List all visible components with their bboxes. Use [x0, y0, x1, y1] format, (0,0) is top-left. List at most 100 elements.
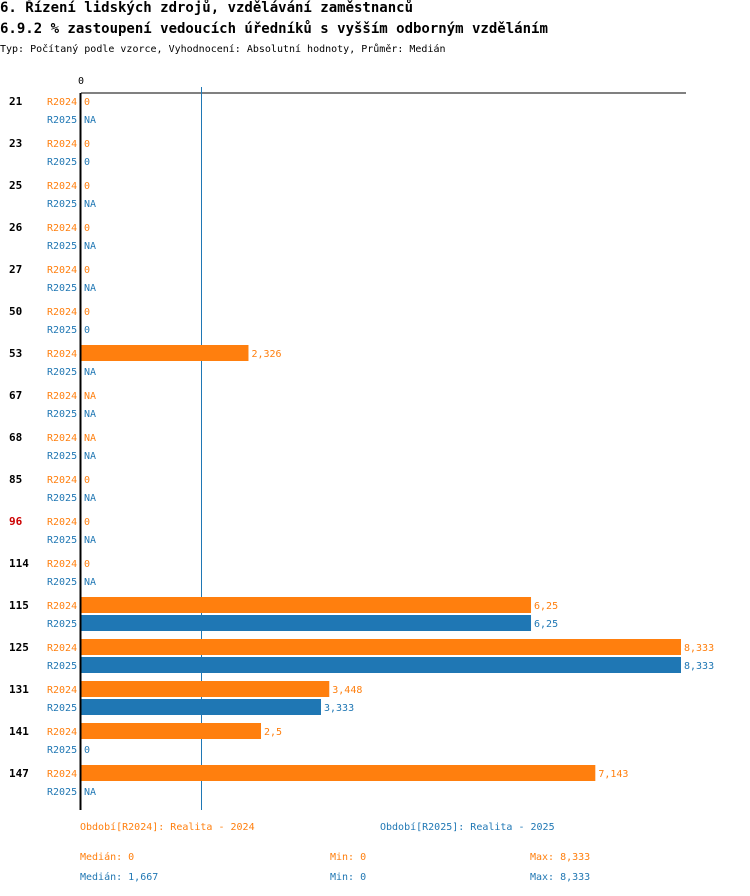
data-label: 0	[84, 139, 90, 150]
legend-r2024: Období[R2024]: Realita - 2024	[80, 822, 255, 833]
category-label: 21	[9, 95, 23, 108]
category-label: 115	[9, 599, 29, 612]
series-label: R2025	[47, 451, 77, 462]
bar-R2025	[81, 699, 321, 715]
data-label: NA	[84, 433, 96, 444]
data-label: 0	[84, 325, 90, 336]
series-label: R2024	[47, 223, 77, 234]
series-label: R2025	[47, 409, 77, 420]
bar-R2024	[81, 765, 596, 781]
chart-subtitle: 6.9.2 % zastoupení vedoucích úředníků s …	[0, 21, 548, 37]
category-label: 114	[9, 557, 29, 570]
bar-R2024	[81, 345, 249, 361]
series-label: R2024	[47, 769, 77, 780]
category-label: 25	[9, 179, 22, 192]
data-label: NA	[84, 409, 96, 420]
category-label: 96	[9, 515, 23, 528]
series-label: R2025	[47, 661, 77, 672]
stat-median-r2025: Medián: 1,667	[80, 872, 159, 883]
series-label: R2024	[47, 433, 77, 444]
category-label: 147	[9, 767, 29, 780]
bar-R2025	[81, 657, 681, 673]
series-label: R2024	[47, 475, 77, 486]
category-label: 27	[9, 263, 22, 276]
series-label: R2024	[47, 685, 77, 696]
stat-median-r2024: Medián: 0	[80, 852, 135, 863]
bar-R2024	[81, 597, 532, 613]
data-label: 0	[84, 307, 90, 318]
data-label: 6,25	[534, 619, 558, 630]
data-label: NA	[84, 577, 96, 588]
category-label: 23	[9, 137, 22, 150]
series-label: R2024	[47, 517, 77, 528]
series-label: R2024	[47, 139, 77, 150]
chart-title: 6. Řízení lidských zdrojů, vzdělávání za…	[0, 0, 414, 16]
data-label: NA	[84, 283, 96, 294]
data-label: 0	[84, 157, 90, 168]
category-label: 26	[9, 221, 23, 234]
series-label: R2025	[47, 535, 77, 546]
data-label: 7,143	[598, 769, 628, 780]
data-label: NA	[84, 493, 96, 504]
stat-max-r2025: Max: 8,333	[530, 872, 591, 883]
series-label: R2025	[47, 367, 77, 378]
series-label: R2025	[47, 199, 77, 210]
series-label: R2025	[47, 493, 77, 504]
data-label: NA	[84, 451, 96, 462]
category-label: 125	[9, 641, 29, 654]
data-label: NA	[84, 787, 96, 798]
category-label: 53	[9, 347, 22, 360]
data-label: 0	[84, 223, 90, 234]
bar-R2025	[81, 615, 532, 631]
category-label: 131	[9, 683, 29, 696]
data-label: 0	[84, 97, 90, 108]
series-label: R2025	[47, 577, 77, 588]
x-tick-label: 0	[78, 76, 84, 87]
series-label: R2024	[47, 601, 77, 612]
data-label: 8,333	[684, 643, 714, 654]
data-label: 0	[84, 475, 90, 486]
series-label: R2025	[47, 745, 77, 756]
series-label: R2025	[47, 157, 77, 168]
category-label: 141	[9, 725, 29, 738]
series-label: R2024	[47, 391, 77, 402]
series-label: R2025	[47, 325, 77, 336]
category-label: 67	[9, 389, 22, 402]
series-label: R2025	[47, 619, 77, 630]
series-label: R2024	[47, 265, 77, 276]
bar-R2024	[81, 639, 681, 655]
bar-R2024	[81, 723, 262, 739]
data-label: 0	[84, 265, 90, 276]
series-label: R2025	[47, 115, 77, 126]
data-label: 8,333	[684, 661, 714, 672]
stat-min-r2024: Min: 0	[330, 852, 367, 863]
series-label: R2024	[47, 727, 77, 738]
data-label: 0	[84, 181, 90, 192]
data-label: 3,448	[332, 685, 362, 696]
series-label: R2025	[47, 703, 77, 714]
series-label: R2024	[47, 181, 77, 192]
category-label: 68	[9, 431, 22, 444]
data-label: NA	[84, 391, 96, 402]
series-label: R2024	[47, 307, 77, 318]
series-label: R2024	[47, 559, 77, 570]
series-label: R2024	[47, 97, 77, 108]
series-label: R2024	[47, 643, 77, 654]
series-label: R2025	[47, 283, 77, 294]
chart-description: Typ: Počítaný podle vzorce, Vyhodnocení:…	[0, 44, 446, 55]
data-label: NA	[84, 367, 96, 378]
series-label: R2024	[47, 349, 77, 360]
series-label: R2025	[47, 787, 77, 798]
data-label: NA	[84, 199, 96, 210]
data-label: NA	[84, 535, 96, 546]
bar-R2024	[81, 681, 330, 697]
series-label: R2025	[47, 241, 77, 252]
data-label: 3,333	[324, 703, 354, 714]
stat-max-r2024: Max: 8,333	[530, 852, 591, 863]
data-label: NA	[84, 241, 96, 252]
data-label: 2,5	[264, 727, 282, 738]
data-label: 0	[84, 559, 90, 570]
data-label: 6,25	[534, 601, 558, 612]
category-label: 50	[9, 305, 22, 318]
